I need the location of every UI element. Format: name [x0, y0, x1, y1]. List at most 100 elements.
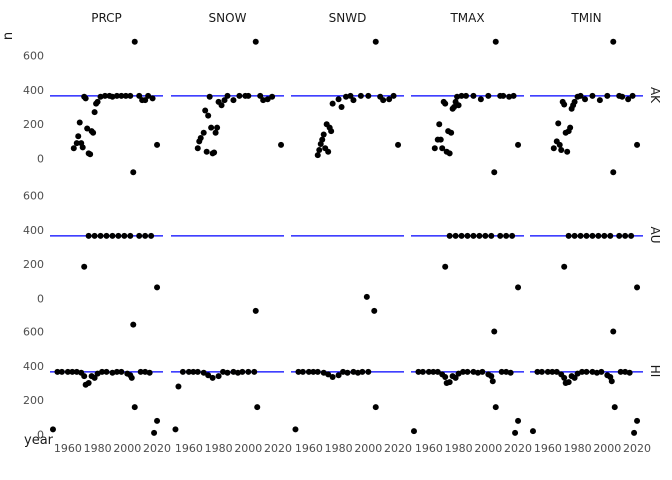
data-point	[458, 92, 465, 99]
y-tick-label: 0	[37, 429, 44, 442]
data-point	[121, 232, 128, 239]
data-point	[85, 232, 92, 239]
data-point	[197, 134, 204, 141]
data-point	[75, 133, 82, 140]
x-tick-label: 2020	[143, 442, 171, 455]
data-point	[474, 369, 481, 376]
x-tick-label: 2000	[234, 442, 262, 455]
data-point	[616, 232, 623, 239]
data-point	[419, 368, 426, 375]
data-point	[319, 136, 326, 143]
data-point	[305, 368, 312, 375]
data-point	[390, 92, 397, 99]
data-point	[73, 140, 80, 147]
data-point	[488, 232, 495, 239]
data-point	[515, 141, 522, 148]
data-point	[205, 372, 212, 379]
data-point	[610, 38, 617, 45]
data-point	[239, 368, 246, 375]
data-point	[410, 428, 417, 435]
facet-column-label: TMIN	[570, 11, 601, 25]
data-point	[221, 97, 228, 104]
x-axis-title: year	[24, 433, 54, 448]
y-tick-label: 200	[23, 394, 44, 407]
data-point	[593, 369, 600, 376]
data-point	[118, 92, 125, 99]
data-point	[470, 368, 477, 375]
data-point	[73, 368, 80, 375]
facet-column-label: SNWD	[329, 11, 367, 25]
data-point	[534, 368, 541, 375]
data-point	[371, 307, 378, 314]
data-point	[299, 368, 306, 375]
data-point	[503, 368, 510, 375]
data-point	[329, 100, 336, 107]
data-point	[257, 92, 264, 99]
data-point	[436, 121, 443, 128]
data-point	[455, 102, 462, 109]
y-tick-label: 600	[23, 189, 44, 202]
x-tick-label: 1960	[54, 442, 82, 455]
data-point	[460, 368, 467, 375]
data-point	[58, 368, 65, 375]
data-point	[252, 38, 259, 45]
data-point	[492, 38, 499, 45]
data-point	[149, 95, 156, 102]
data-point	[146, 369, 153, 376]
data-point	[628, 232, 635, 239]
data-point	[109, 369, 116, 376]
data-point	[148, 232, 155, 239]
data-point	[316, 146, 323, 153]
y-tick-label: 0	[37, 153, 44, 166]
data-point	[347, 92, 354, 99]
data-point	[463, 92, 470, 99]
data-point	[264, 96, 271, 103]
data-point	[442, 263, 449, 270]
data-point	[185, 368, 192, 375]
data-point	[446, 232, 453, 239]
data-point	[470, 232, 477, 239]
data-point	[497, 232, 504, 239]
data-point	[136, 92, 143, 99]
data-point	[103, 232, 110, 239]
data-point	[127, 92, 134, 99]
facet-row-label: AU	[648, 227, 662, 244]
data-point	[54, 368, 61, 375]
data-point	[577, 232, 584, 239]
data-point	[380, 97, 387, 104]
data-point	[320, 131, 327, 138]
data-point	[131, 404, 138, 411]
data-point	[372, 404, 379, 411]
data-point	[611, 404, 618, 411]
data-point	[555, 120, 562, 127]
data-point	[583, 368, 590, 375]
data-point	[335, 96, 342, 103]
data-point	[550, 145, 557, 152]
data-point	[610, 169, 617, 176]
data-point	[269, 93, 276, 100]
data-point	[82, 95, 89, 102]
data-point	[314, 368, 321, 375]
data-point	[142, 97, 149, 104]
y-tick-label: 600	[23, 49, 44, 62]
x-tick-label: 2020	[623, 442, 651, 455]
data-point	[549, 368, 556, 375]
data-point	[94, 98, 101, 105]
x-tick-label: 1960	[295, 442, 323, 455]
data-point	[357, 92, 364, 99]
data-point	[464, 232, 471, 239]
data-point	[130, 169, 137, 176]
data-point	[558, 146, 565, 153]
data-point	[608, 378, 615, 385]
data-point	[203, 148, 210, 155]
data-point	[172, 426, 179, 433]
data-point	[115, 232, 122, 239]
data-point	[365, 92, 372, 99]
data-point	[553, 368, 560, 375]
data-point	[350, 97, 357, 104]
facet-column-label: TMAX	[449, 11, 484, 25]
data-point	[395, 141, 402, 148]
data-point	[224, 369, 231, 376]
data-point	[561, 263, 568, 270]
